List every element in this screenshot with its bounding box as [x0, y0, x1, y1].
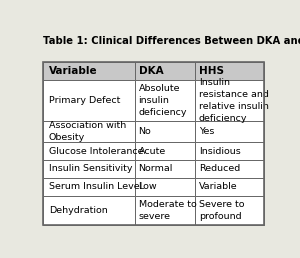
Text: Low: Low — [139, 182, 157, 191]
Bar — [135, 196, 195, 225]
Bar — [43, 178, 135, 196]
Text: DKA: DKA — [139, 66, 163, 76]
Bar — [43, 142, 135, 160]
Text: Glucose Intolerance: Glucose Intolerance — [49, 147, 143, 156]
Text: Moderate to
severe: Moderate to severe — [139, 200, 196, 221]
Bar — [43, 121, 135, 142]
Text: No: No — [139, 127, 151, 136]
Text: HHS: HHS — [199, 66, 224, 76]
Bar — [43, 80, 135, 121]
Bar — [43, 62, 264, 225]
Text: Table 1: Clinical Differences Between DKA and HHS.: Table 1: Clinical Differences Between DK… — [43, 36, 300, 46]
Text: Severe to
profound: Severe to profound — [199, 200, 244, 221]
Text: Association with
Obesity: Association with Obesity — [49, 121, 126, 142]
Bar — [43, 160, 135, 178]
Text: Acute: Acute — [139, 147, 166, 156]
Bar — [135, 62, 195, 80]
Text: Insidious: Insidious — [199, 147, 241, 156]
Bar — [135, 80, 195, 121]
Bar — [135, 121, 195, 142]
Bar — [195, 80, 264, 121]
Text: Normal: Normal — [139, 164, 173, 173]
Text: Primary Defect: Primary Defect — [49, 96, 120, 105]
Text: Variable: Variable — [49, 66, 98, 76]
Text: Insulin
resistance and
relative insulin
deficiency: Insulin resistance and relative insulin … — [199, 78, 269, 123]
Text: Yes: Yes — [199, 127, 214, 136]
Bar — [43, 62, 135, 80]
Text: Serum Insulin Level: Serum Insulin Level — [49, 182, 142, 191]
Bar — [135, 160, 195, 178]
Bar — [195, 62, 264, 80]
Bar — [195, 142, 264, 160]
Bar — [43, 196, 135, 225]
Bar — [135, 178, 195, 196]
Bar — [195, 178, 264, 196]
Bar — [195, 196, 264, 225]
Bar — [195, 121, 264, 142]
Text: Reduced: Reduced — [199, 164, 240, 173]
Text: Insulin Sensitivity: Insulin Sensitivity — [49, 164, 132, 173]
Text: Dehydration: Dehydration — [49, 206, 108, 215]
Text: Absolute
insulin
deficiency: Absolute insulin deficiency — [139, 84, 187, 117]
Bar — [195, 160, 264, 178]
Text: Variable: Variable — [199, 182, 237, 191]
Bar — [135, 142, 195, 160]
